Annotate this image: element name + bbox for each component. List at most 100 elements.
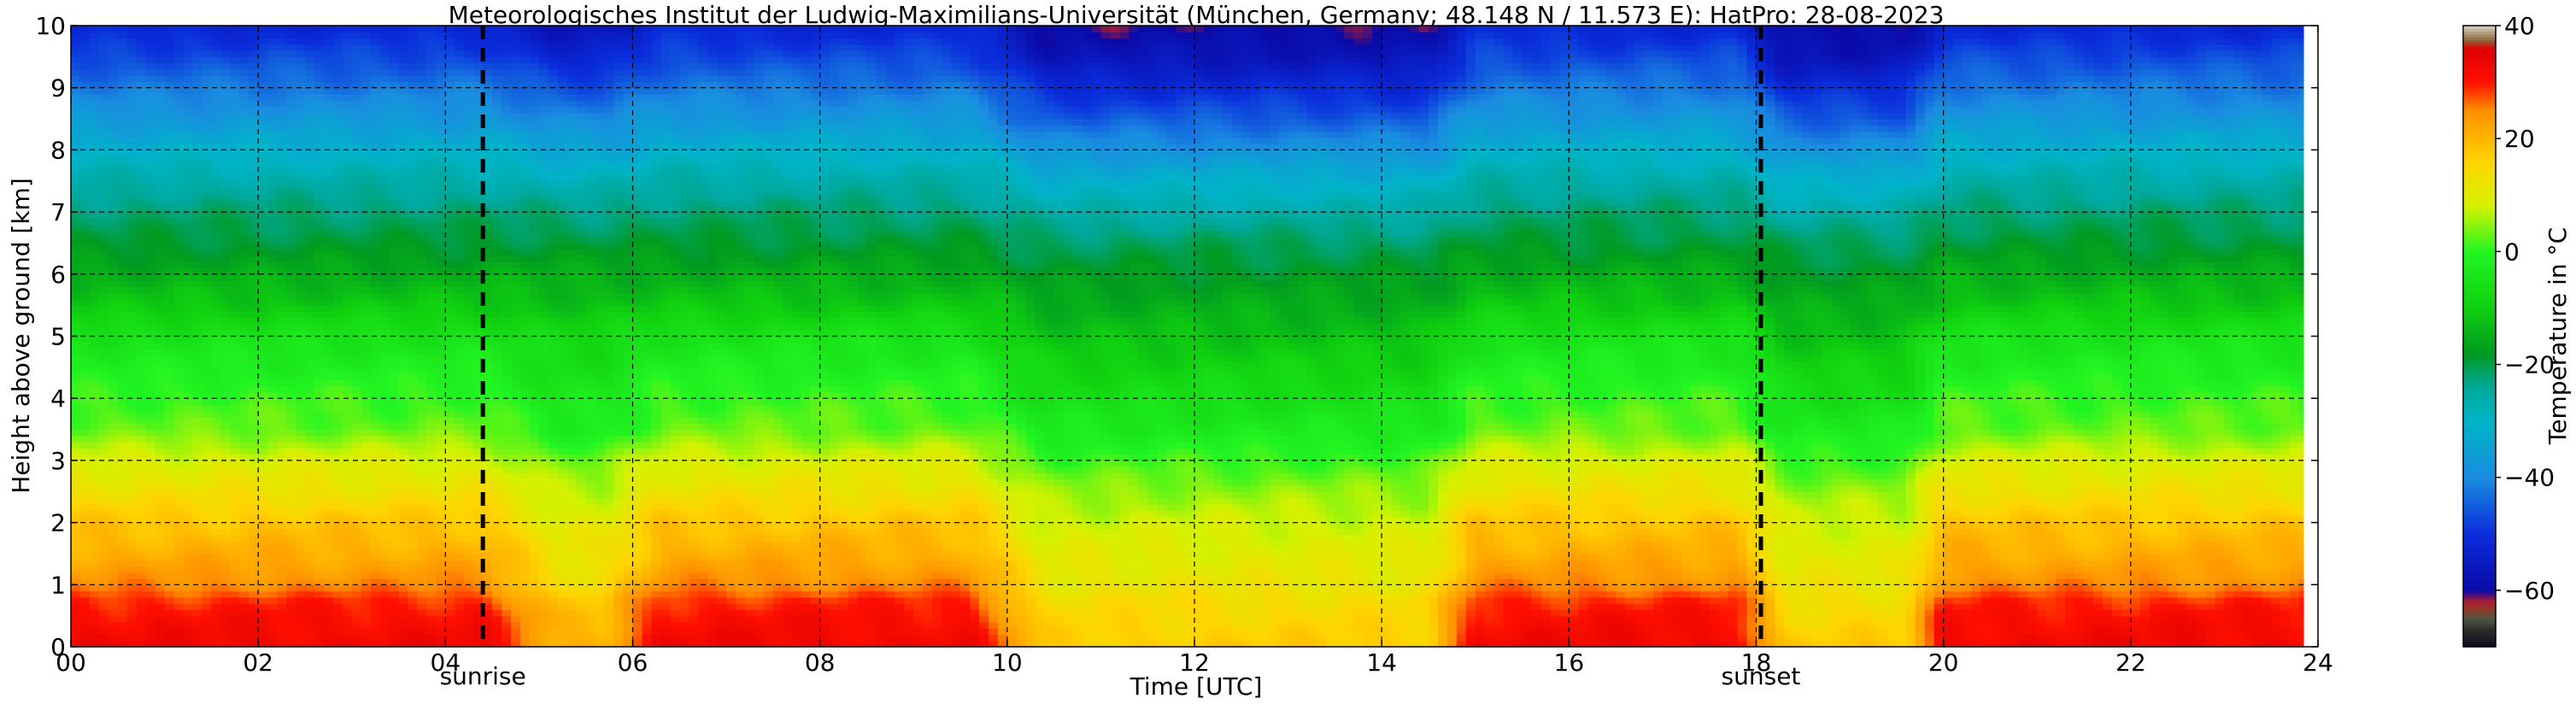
heatmap-cell: [137, 218, 147, 225]
heatmap-cell: [305, 293, 315, 300]
heatmap-cell: [99, 50, 109, 57]
heatmap-cell: [90, 343, 100, 349]
heatmap-cell: [445, 280, 455, 287]
heatmap-cell: [90, 249, 100, 256]
heatmap-cell: [445, 584, 455, 591]
heatmap-cell: [343, 187, 353, 194]
heatmap-cell: [417, 535, 427, 542]
heatmap-cell: [267, 504, 278, 511]
heatmap-cell: [399, 261, 409, 268]
heatmap-cell: [127, 479, 138, 486]
heatmap-cell: [220, 423, 231, 430]
heatmap-cell: [230, 404, 240, 411]
heatmap-cell: [109, 343, 119, 349]
heatmap-cell: [277, 274, 287, 281]
heatmap-cell: [445, 566, 455, 572]
heatmap-cell: [314, 491, 325, 498]
heatmap-cell: [380, 193, 390, 200]
heatmap-cell: [137, 343, 147, 349]
heatmap-cell: [220, 628, 231, 635]
heatmap-cell: [202, 138, 212, 144]
heatmap-cell: [417, 609, 427, 616]
heatmap-cell: [445, 504, 455, 511]
heatmap-cell: [305, 361, 315, 368]
heatmap-cell: [211, 566, 221, 572]
heatmap-cell: [455, 591, 465, 598]
heatmap-cell: [352, 597, 362, 604]
heatmap-cell: [220, 343, 231, 349]
heatmap-cell: [305, 560, 315, 566]
heatmap-cell: [230, 566, 240, 572]
heatmap-cell: [90, 404, 100, 411]
heatmap-cell: [137, 132, 147, 138]
heatmap-cell: [445, 150, 455, 156]
heatmap-cell: [277, 280, 287, 287]
heatmap-cell: [455, 107, 465, 114]
heatmap-cell: [417, 274, 427, 281]
heatmap-cell: [305, 119, 315, 126]
heatmap-cell: [146, 69, 156, 76]
heatmap-cell: [333, 504, 343, 511]
heatmap-cell: [502, 591, 512, 598]
heatmap-cell: [192, 448, 202, 455]
heatmap-cell: [333, 32, 343, 38]
heatmap-cell: [220, 280, 231, 287]
heatmap-cell: [511, 591, 521, 598]
heatmap-cell: [530, 181, 540, 188]
heatmap-cell: [426, 535, 437, 542]
heatmap-cell: [174, 100, 185, 107]
heatmap-cell: [184, 466, 194, 473]
heatmap-cell: [230, 225, 240, 232]
heatmap-cell: [109, 261, 119, 268]
heatmap-cell: [211, 56, 221, 63]
heatmap-cell: [390, 504, 400, 511]
heatmap-cell: [530, 566, 540, 572]
heatmap-cell: [296, 200, 306, 207]
heatmap-cell: [267, 212, 278, 219]
heatmap-cell: [146, 584, 156, 591]
heatmap-cell: [502, 504, 512, 511]
heatmap-cell: [361, 430, 372, 437]
heatmap-cell: [426, 38, 437, 45]
heatmap-cell: [530, 510, 540, 517]
heatmap-cell: [202, 504, 212, 511]
heatmap-cell: [137, 212, 147, 219]
heatmap-cell: [390, 572, 400, 579]
heatmap-cell: [80, 299, 91, 306]
heatmap-cell: [249, 150, 259, 156]
heatmap-cell: [258, 107, 268, 114]
heatmap-cell: [464, 566, 474, 572]
heatmap-cell: [146, 162, 156, 169]
heatmap-cell: [202, 293, 212, 300]
heatmap-cell: [390, 174, 400, 181]
heatmap-cell: [80, 56, 91, 63]
heatmap-cell: [417, 591, 427, 598]
heatmap-cell: [511, 485, 521, 492]
heatmap-cell: [286, 367, 296, 374]
heatmap-cell: [184, 200, 194, 207]
heatmap-cell: [118, 44, 128, 51]
heatmap-cell: [426, 504, 437, 511]
heatmap-cell: [109, 174, 119, 181]
heatmap-cell: [267, 355, 278, 361]
heatmap-cell: [455, 436, 465, 443]
heatmap-cell: [445, 249, 455, 256]
heatmap-cell: [314, 466, 325, 473]
heatmap-cell: [408, 436, 419, 443]
heatmap-cell: [165, 324, 175, 331]
heatmap-cell: [249, 373, 259, 380]
heatmap-cell: [380, 305, 390, 312]
heatmap-cell: [455, 32, 465, 38]
heatmap-cell: [455, 386, 465, 393]
heatmap-cell: [137, 430, 147, 437]
heatmap-cell: [455, 324, 465, 331]
heatmap-cell: [314, 150, 325, 156]
heatmap-cell: [249, 119, 259, 126]
heatmap-cell: [118, 616, 128, 623]
heatmap-cell: [277, 119, 287, 126]
heatmap-cell: [380, 32, 390, 38]
heatmap-cell: [343, 603, 353, 610]
heatmap-cell: [455, 193, 465, 200]
heatmap-cell: [390, 63, 400, 70]
heatmap-cell: [220, 386, 231, 393]
